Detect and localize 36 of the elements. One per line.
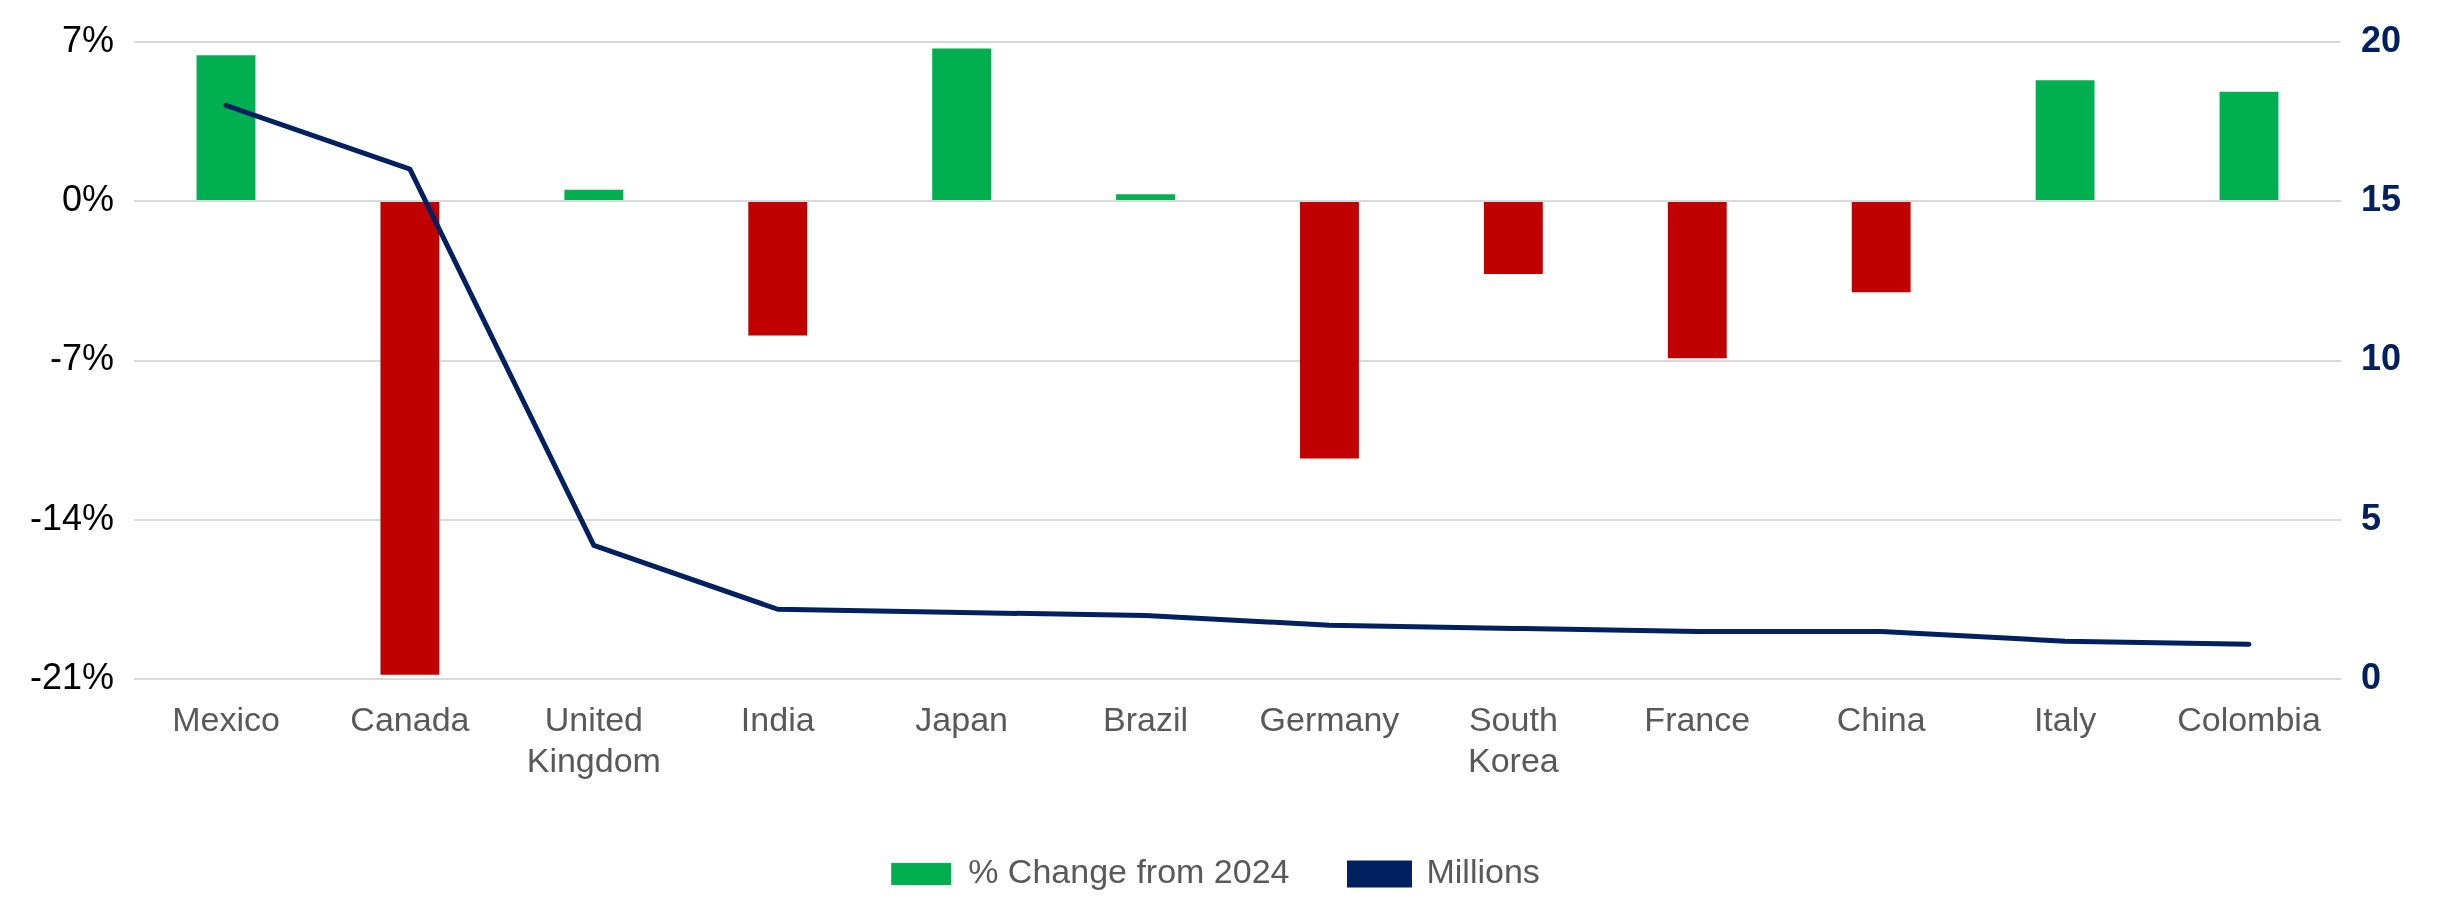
y-tick-label: 0% — [62, 177, 115, 219]
y2-tick-label: 10 — [2360, 337, 2401, 379]
y2-tick-label: 5 — [2360, 496, 2381, 538]
x-tick-label: Mexico — [172, 700, 280, 739]
bar — [2035, 80, 2095, 201]
y-tick-label: -14% — [29, 496, 115, 538]
bar — [1851, 202, 1911, 293]
x-tick-label: Canada — [350, 700, 470, 739]
legend-label: % Change from 2024 — [968, 852, 1290, 891]
x-tick-label: Colombia — [2177, 700, 2321, 739]
x-tick-label: South Korea — [1468, 700, 1559, 779]
legend-label: Millions — [1426, 852, 1540, 891]
bar — [1116, 194, 1175, 201]
bar — [196, 55, 256, 201]
x-tick-label: Brazil — [1103, 700, 1189, 739]
x-tick-label: China — [1836, 700, 1926, 739]
y2-tick-label: 20 — [2360, 18, 2401, 60]
x-tick-label: Japan — [915, 700, 1008, 739]
x-tick-label: India — [740, 700, 815, 739]
bar — [1300, 202, 1359, 459]
y2-tick-label: 15 — [2360, 177, 2401, 219]
y2-tick-label: 0 — [2360, 656, 2381, 698]
x-tick-label: Germany — [1259, 700, 1400, 739]
x-tick-label: France — [1644, 700, 1751, 739]
bar — [932, 48, 992, 201]
bar — [1667, 202, 1727, 359]
y-tick-label: -21% — [29, 656, 115, 698]
bar — [564, 189, 624, 201]
x-tick-label: Italy — [2033, 700, 2097, 739]
x-tick-label: United Kingdom — [526, 700, 661, 779]
bar — [1483, 202, 1543, 274]
bar — [2219, 91, 2279, 201]
y-tick-label: 7% — [62, 18, 115, 60]
bar — [380, 202, 440, 675]
y-tick-label: -7% — [50, 337, 115, 379]
bar — [748, 202, 808, 336]
